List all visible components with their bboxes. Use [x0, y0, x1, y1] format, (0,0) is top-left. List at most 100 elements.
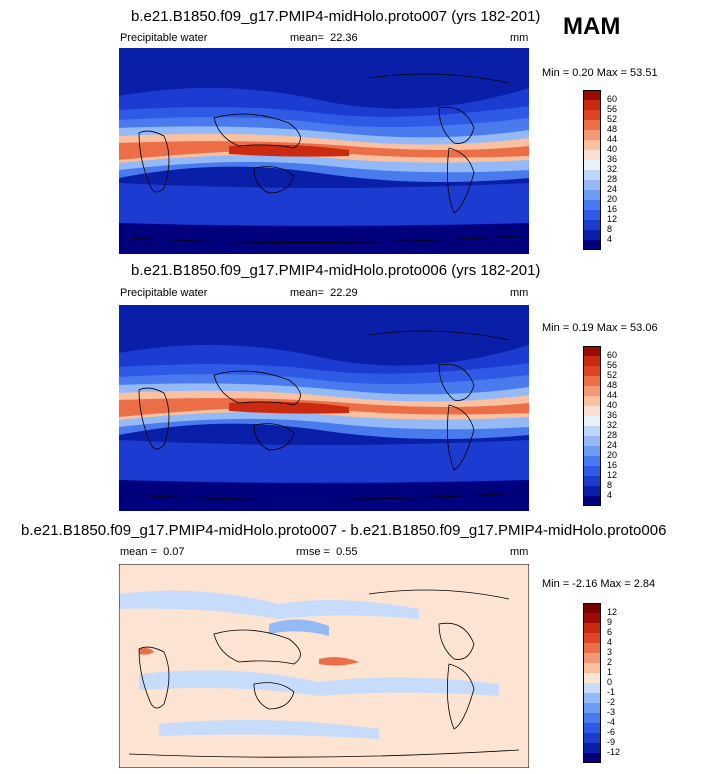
panel-3-title: b.e21.B1850.f09_g17.PMIP4-midHolo.proto0… [21, 522, 667, 539]
colorbar-swatch [583, 446, 601, 457]
panel-1-coastlines [128, 73, 520, 243]
colorbar-tick-label: 40 [607, 144, 618, 154]
panel-2-colorbar [583, 346, 601, 506]
panel-1-variable-label: Precipitable water [120, 32, 208, 44]
colorbar-swatch [583, 130, 601, 141]
colorbar-swatch [583, 110, 601, 121]
colorbar-swatch [583, 160, 601, 171]
colorbar-tick-label: 4 [607, 637, 613, 647]
colorbar-tick-label: 3 [607, 647, 613, 657]
colorbar-tick-label: 8 [607, 224, 613, 234]
colorbar-swatch [583, 396, 601, 407]
colorbar-swatch [583, 416, 601, 427]
colorbar-swatch [583, 743, 601, 754]
colorbar-swatch [583, 486, 601, 497]
colorbar-tick-label: 16 [607, 460, 618, 470]
colorbar-tick-label: 4 [607, 490, 613, 500]
colorbar-swatch [583, 346, 601, 357]
colorbar-swatch [583, 170, 601, 181]
colorbar-swatch [583, 613, 601, 624]
colorbar-tick-label: 12 [607, 607, 618, 617]
colorbar-tick-label: 1 [607, 667, 613, 677]
colorbar-swatch [583, 476, 601, 487]
colorbar-swatch [583, 230, 601, 241]
colorbar-tick-label: 20 [607, 450, 618, 460]
panel-3-coastlines [128, 589, 520, 758]
panel-1-map [119, 48, 529, 254]
colorbar-swatch [583, 426, 601, 437]
colorbar-outline [583, 90, 601, 250]
colorbar-swatch [583, 466, 601, 477]
colorbar-swatch [583, 406, 601, 417]
colorbar-swatch [583, 703, 601, 714]
colorbar-tick-label: -2 [607, 697, 616, 707]
colorbar-tick-label: 28 [607, 430, 618, 440]
panel-1-colorbar [583, 90, 601, 250]
colorbar-swatch [583, 496, 601, 506]
colorbar-swatch [583, 376, 601, 387]
panel-2-units: mm [510, 287, 529, 299]
colorbar-tick-label: 9 [607, 617, 613, 627]
colorbar-swatch [583, 180, 601, 191]
colorbar-swatch [583, 220, 601, 231]
panel-3-rmse-label: rmse = [296, 546, 330, 558]
colorbar-swatch [583, 140, 601, 151]
colorbar-tick-label: 8 [607, 480, 613, 490]
colorbar-tick-label: 20 [607, 194, 618, 204]
colorbar-tick-label: 4 [607, 234, 613, 244]
colorbar-tick-label: -1 [607, 687, 616, 697]
colorbar-tick-label: -3 [607, 707, 616, 717]
colorbar-swatch [583, 190, 601, 201]
panel-3-colorbar [583, 603, 601, 763]
colorbar-swatch [583, 663, 601, 674]
colorbar-tick-label: 0 [607, 677, 613, 687]
colorbar-swatch [583, 683, 601, 694]
panel-1-title: b.e21.B1850.f09_g17.PMIP4-midHolo.proto0… [131, 8, 541, 25]
panel-2-mean-value: 22.29 [330, 287, 358, 299]
panel-3-map-svg [119, 564, 529, 768]
panel-1-minmax: Min = 0.20 Max = 53.51 [542, 67, 658, 79]
panel-1-mean-label: mean= [290, 32, 324, 44]
colorbar-tick-label: 48 [607, 380, 618, 390]
colorbar-swatch [583, 366, 601, 377]
colorbar-swatch [583, 356, 601, 367]
panel-2-title: b.e21.B1850.f09_g17.PMIP4-midHolo.proto0… [131, 262, 541, 279]
panel-3-units: mm [510, 546, 529, 558]
colorbar-swatch [583, 456, 601, 467]
panel-2-colorbar-svg [583, 346, 601, 506]
colorbar-tick-label: 60 [607, 94, 618, 104]
colorbar-swatch [583, 90, 601, 101]
colorbar-tick-label: 48 [607, 124, 618, 134]
colorbar-swatch [583, 150, 601, 161]
colorbar-swatch [583, 653, 601, 664]
colorbar-tick-label: 40 [607, 400, 618, 410]
colorbar-tick-label: -4 [607, 717, 616, 727]
colorbar-swatch [583, 643, 601, 654]
colorbar-tick-label: 56 [607, 360, 618, 370]
colorbar-swatch [583, 673, 601, 684]
colorbar-tick-label: 60 [607, 350, 618, 360]
colorbar-tick-label: -9 [607, 737, 616, 747]
panel-1-map-svg [119, 48, 529, 254]
panel-3-mean-label: mean = [120, 546, 157, 558]
panel-3-map [119, 564, 529, 768]
panel-3-rmse-value: 0.55 [336, 546, 358, 558]
colorbar-tick-label: 24 [607, 440, 618, 450]
panel-1-units: mm [510, 32, 529, 44]
colorbar-swatch [583, 120, 601, 131]
colorbar-tick-label: 52 [607, 114, 618, 124]
colorbar-tick-label: 56 [607, 104, 618, 114]
colorbar-swatch [583, 436, 601, 447]
colorbar-swatch [583, 693, 601, 704]
colorbar-swatch [583, 603, 601, 614]
panel-3-mean-value: 0.07 [163, 546, 185, 558]
panel-1-mean: mean= 22.36 [290, 32, 358, 44]
colorbar-tick-label: 36 [607, 410, 618, 420]
panel-3-minmax: Min = -2.16 Max = 2.84 [542, 578, 656, 590]
colorbar-tick-label: 12 [607, 470, 618, 480]
colorbar-tick-label: 12 [607, 214, 618, 224]
panel-3-mean: mean = 0.07 [120, 546, 185, 558]
colorbar-tick-label: 36 [607, 154, 618, 164]
panel-2-mean-label: mean= [290, 287, 324, 299]
panel-2-variable-label: Precipitable water [120, 287, 208, 299]
